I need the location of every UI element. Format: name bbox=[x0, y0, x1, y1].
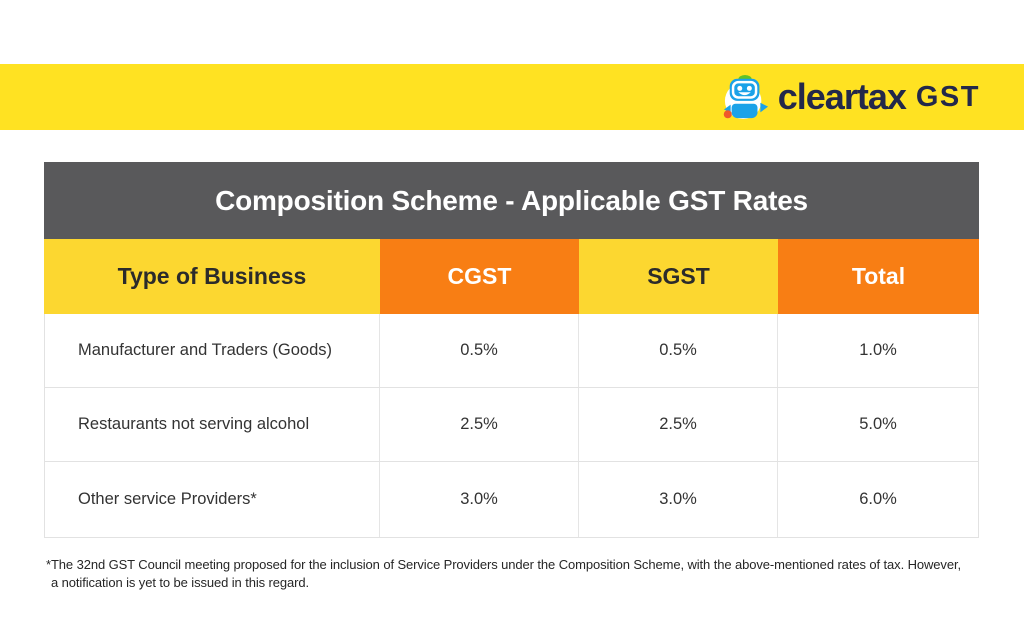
robot-icon bbox=[723, 73, 778, 121]
total-value-cell: 6.0% bbox=[859, 490, 897, 508]
table-row: Restaurants not serving alcohol 2.5% 2.5… bbox=[45, 388, 978, 462]
sgst-value-cell: 2.5% bbox=[579, 388, 778, 461]
table-body: Manufacturer and Traders (Goods) 0.5% 0.… bbox=[44, 314, 979, 538]
logo-suffix-text: GST bbox=[915, 80, 980, 113]
table-header-row: Type of Business CGST SGST Total bbox=[44, 239, 979, 314]
gst-rates-table: Composition Scheme - Applicable GST Rate… bbox=[44, 162, 979, 538]
footnote-line-2: a notification is yet to be issued in th… bbox=[51, 575, 310, 590]
table-row: Manufacturer and Traders (Goods) 0.5% 0.… bbox=[45, 314, 978, 388]
column-header-cgst: CGST bbox=[380, 239, 579, 314]
column-header-total: Total bbox=[778, 239, 979, 314]
sgst-value-cell: 3.0% bbox=[579, 462, 778, 537]
footnote-line-1: *The 32nd GST Council meeting proposed f… bbox=[46, 557, 961, 572]
cgst-value-cell: 2.5% bbox=[380, 388, 579, 461]
table-title: Composition Scheme - Applicable GST Rate… bbox=[215, 184, 808, 216]
brand-banner: cleartax GST bbox=[0, 64, 1024, 130]
total-value-cell: 1.0% bbox=[859, 341, 897, 359]
table-row: Other service Providers* 3.0% 3.0% 6.0% bbox=[45, 462, 978, 537]
column-header-type-of-business: Type of Business bbox=[44, 239, 380, 314]
sgst-value-cell: 0.5% bbox=[579, 314, 778, 387]
business-type-cell: Manufacturer and Traders (Goods) bbox=[45, 314, 380, 387]
cgst-value-cell: 3.0% bbox=[380, 462, 579, 537]
footnote: *The 32nd GST Council meeting proposed f… bbox=[46, 556, 986, 592]
cgst-value-cell: 0.5% bbox=[380, 314, 579, 387]
total-value-cell: 5.0% bbox=[859, 415, 897, 433]
column-header-sgst: SGST bbox=[579, 239, 778, 314]
logo-brand-text: cleartax bbox=[777, 76, 907, 117]
business-type-cell: Other service Providers* bbox=[45, 462, 380, 537]
table-title-bar: Composition Scheme - Applicable GST Rate… bbox=[44, 162, 979, 239]
cleartax-gst-logo: cleartax GST bbox=[723, 73, 980, 121]
business-type-cell: Restaurants not serving alcohol bbox=[45, 388, 380, 461]
